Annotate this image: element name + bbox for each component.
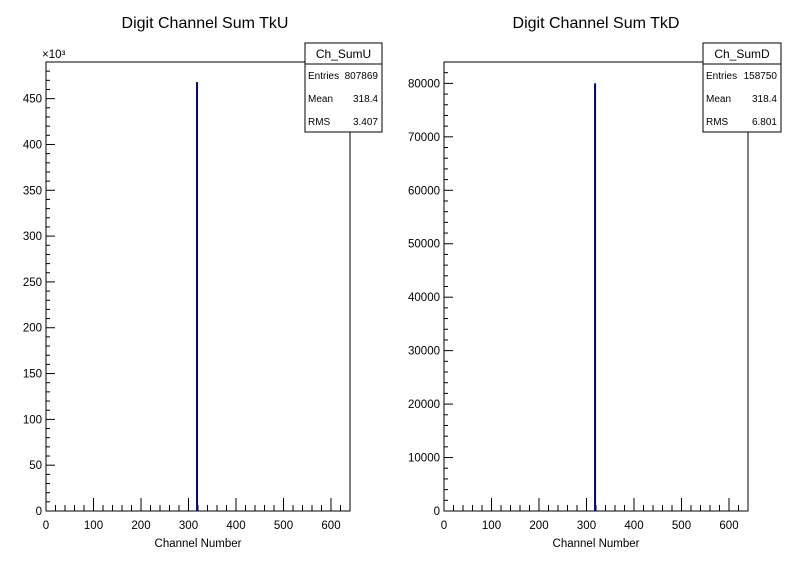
x-tick-label: 600 — [719, 520, 738, 532]
x-axis-label: Channel Number — [553, 538, 640, 550]
y-exponent-label: ×10³ — [42, 49, 66, 61]
y-tick-label: 100 — [23, 414, 42, 426]
x-tick-label: 200 — [131, 520, 150, 532]
x-tick-label: 500 — [672, 520, 691, 532]
y-tick-label: 50000 — [408, 239, 440, 251]
stats-label-entries: Entries — [308, 71, 339, 82]
chart-title: Digit Channel Sum TkD — [513, 15, 680, 32]
y-tick-label: 0 — [36, 506, 42, 518]
stats-value-entries: 158750 — [744, 71, 778, 82]
x-tick-label: 400 — [226, 520, 245, 532]
histogram-panel-2: Digit Channel Sum TkD 0 100 200 300 400 500 600… — [408, 15, 782, 550]
y-tick-label: 300 — [23, 231, 42, 243]
stats-box-name: Ch_SumD — [714, 47, 770, 61]
y-tick-label: 250 — [23, 277, 42, 289]
y-tick-label: 40000 — [408, 292, 440, 304]
y-tick-label: 20000 — [408, 399, 440, 411]
y-tick-label: 50 — [29, 460, 42, 472]
stats-label-mean: Mean — [308, 94, 333, 105]
y-tick-label: 80000 — [408, 78, 440, 90]
y-tick-label: 0 — [434, 506, 440, 518]
y-tick-label: 350 — [23, 185, 42, 197]
y-tick-label: 450 — [23, 94, 42, 106]
stats-value-rms: 6.801 — [752, 117, 777, 128]
chart-title: Digit Channel Sum TkU — [122, 15, 289, 32]
x-tick-label: 600 — [321, 520, 340, 532]
y-tick-label: 70000 — [408, 132, 440, 144]
y-tick-label: 150 — [23, 369, 42, 381]
y-tick-label: 30000 — [408, 346, 440, 358]
stats-value-mean: 318.4 — [353, 94, 378, 105]
stats-label-entries: Entries — [706, 71, 737, 82]
stats-box-frame — [702, 42, 782, 133]
stats-box: Ch_SumU Entries 807869 Mean 318.4 RMS 3.407 — [304, 42, 383, 133]
stats-box-frame — [304, 42, 383, 133]
y-tick-label: 400 — [23, 139, 42, 151]
stats-value-mean: 318.4 — [752, 94, 777, 105]
x-tick-label: 300 — [577, 520, 596, 532]
stats-label-rms: RMS — [706, 117, 729, 128]
y-tick-label: 200 — [23, 323, 42, 335]
stats-value-rms: 3.407 — [353, 117, 378, 128]
stats-box-name: Ch_SumU — [316, 47, 371, 61]
x-axis-label: Channel Number — [155, 538, 242, 550]
x-tick-label: 0 — [441, 520, 447, 532]
x-tick-label: 300 — [179, 520, 198, 532]
x-tick-label: 0 — [43, 520, 49, 532]
stats-label-mean: Mean — [706, 94, 731, 105]
x-tick-label: 100 — [84, 520, 103, 532]
x-tick-label: 200 — [529, 520, 548, 532]
x-tick-label: 500 — [274, 520, 293, 532]
stats-label-rms: RMS — [308, 117, 331, 128]
stats-value-entries: 807869 — [345, 71, 379, 82]
y-tick-label: 60000 — [408, 185, 440, 197]
x-tick-label: 100 — [482, 520, 501, 532]
y-tick-label: 10000 — [408, 453, 440, 465]
stats-box: Ch_SumD Entries 158750 Mean 318.4 RMS 6.801 — [702, 42, 782, 133]
x-tick-label: 400 — [624, 520, 643, 532]
